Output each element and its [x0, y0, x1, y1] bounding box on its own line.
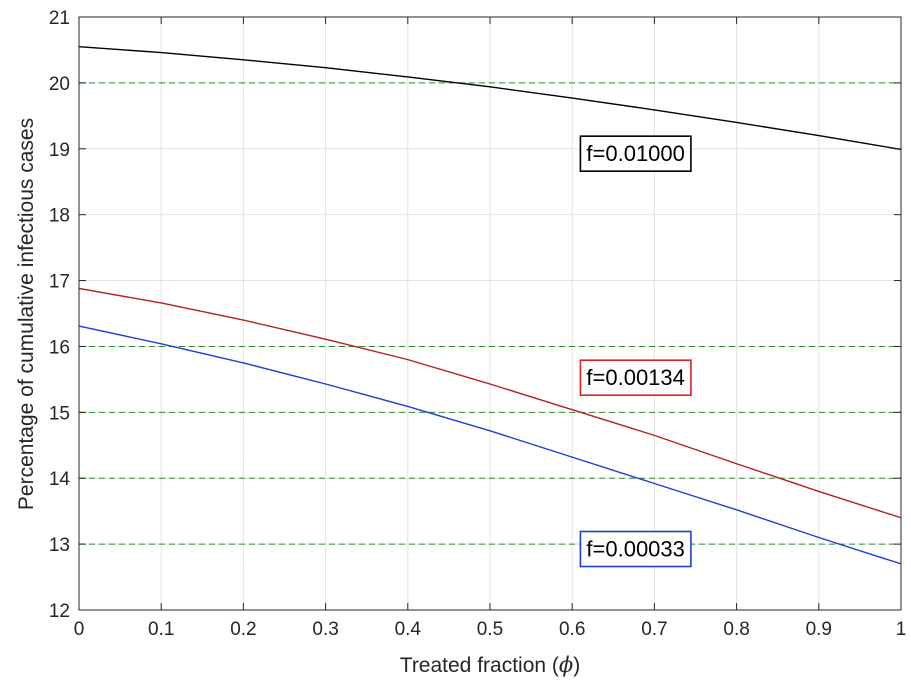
- annotation-box: [579, 530, 692, 568]
- data-point: [407, 76, 409, 78]
- annotation-text: f=0.00134: [586, 365, 684, 390]
- x-tick-label: 0.9: [806, 619, 832, 640]
- data-point: [242, 319, 244, 321]
- data-point: [736, 463, 738, 465]
- x-tick-label: 0.1: [148, 619, 174, 640]
- x-tick-label: 0.5: [477, 619, 503, 640]
- y-tick-label: 20: [49, 74, 70, 95]
- x-tick-label: 0.2: [230, 619, 256, 640]
- series-annotation-1: f=0.00134: [579, 359, 692, 397]
- series-lines: [78, 45, 902, 565]
- data-point: [653, 434, 656, 436]
- data-point: [325, 338, 327, 340]
- data-point: [571, 456, 573, 458]
- data-point: [325, 67, 327, 69]
- data-point: [160, 51, 162, 54]
- axis-ticks: 0 0.1 0.2 0.3 0.4 0.5 0.6 0.7 0.8 0.9 1 12 13 14 15 16 1…: [49, 8, 906, 640]
- y-axis-label: Percentage of cumulative infectious case…: [15, 118, 38, 510]
- x-tick-label: 0.6: [559, 619, 585, 640]
- data-point: [571, 97, 573, 99]
- data-point: [325, 383, 327, 385]
- series-annotation-2: f=0.00033: [579, 530, 692, 568]
- data-point: [489, 430, 491, 432]
- data-point: [242, 59, 244, 61]
- x-tick-label: 0.4: [395, 619, 422, 640]
- annotation-box: [579, 135, 692, 172]
- data-point: [489, 86, 491, 88]
- y-tick-label: 12: [49, 601, 70, 622]
- annotation-text: f=0.00033: [586, 537, 684, 562]
- x-tick-label: 0.3: [312, 619, 338, 640]
- data-point: [160, 343, 162, 345]
- y-tick-label: 14: [49, 469, 71, 490]
- y-tick-label: 13: [49, 535, 70, 556]
- y-tick-label: 17: [49, 272, 70, 293]
- annotations: f=0.01000 f=0.00134 f=0.00033: [579, 135, 692, 568]
- data-point: [818, 490, 820, 492]
- data-point: [407, 359, 409, 361]
- series-annotation-0: f=0.01000: [579, 135, 692, 172]
- y-tick-label: 19: [49, 140, 70, 161]
- data-point: [160, 302, 162, 304]
- data-point: [818, 135, 820, 137]
- data-point: [818, 536, 820, 539]
- x-tick-label: 0.7: [641, 619, 667, 640]
- annotation-text: f=0.01000: [586, 141, 684, 166]
- y-tick-label: 16: [49, 337, 70, 358]
- annotation-box: [579, 359, 692, 397]
- data-point: [571, 409, 573, 411]
- x-tick-label: 0: [74, 619, 85, 640]
- y-tick-label: 18: [49, 206, 70, 227]
- data-point: [407, 405, 409, 408]
- x-axis-label: Treated fraction (ϕ): [400, 653, 580, 677]
- data-point: [489, 383, 491, 385]
- data-point: [242, 362, 244, 364]
- y-tick-label: 21: [49, 8, 70, 29]
- x-tick-label: 1: [896, 619, 907, 640]
- x-axis-label-symbol: ϕ: [559, 653, 573, 677]
- y-tick-label: 15: [49, 403, 70, 424]
- x-axis-label-text: Treated fraction (: [400, 654, 559, 677]
- x-axis-label-close: ): [573, 654, 580, 677]
- x-tick-label: 0.8: [723, 619, 749, 640]
- data-point: [736, 121, 738, 124]
- reference-lines: [79, 82, 901, 545]
- data-point: [736, 509, 738, 511]
- data-point: [653, 482, 656, 485]
- data-point: [653, 109, 656, 111]
